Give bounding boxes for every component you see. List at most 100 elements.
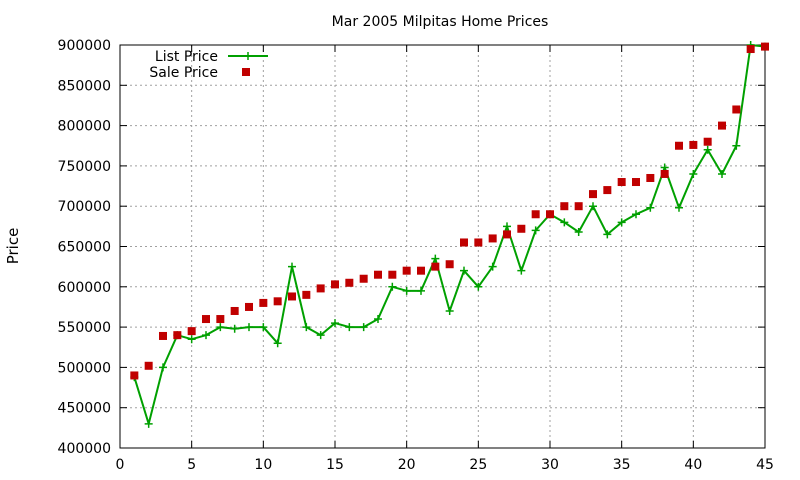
list-price-point [202, 331, 210, 340]
list-price-point [646, 203, 655, 212]
list-price-point [617, 218, 626, 227]
y-axis-label: Price [4, 228, 22, 265]
legend: List Price Sale Price [149, 49, 268, 81]
sale-price-point [503, 230, 511, 239]
sale-price-point [130, 371, 139, 380]
y-tick-label: 600000 [58, 280, 111, 296]
list-price-point [288, 262, 296, 271]
sale-price-point [187, 327, 196, 336]
sale-price-point [761, 42, 769, 51]
sale-price-point [746, 45, 755, 54]
sale-price-point [646, 173, 655, 182]
legend-label-list-price: List Price [155, 49, 218, 65]
x-tick-label: 20 [398, 457, 416, 473]
sale-price-point [660, 169, 669, 178]
sale-price-point [230, 306, 239, 315]
list-price-point [488, 262, 497, 271]
list-price-point [331, 319, 339, 328]
sale-price-point [144, 361, 153, 370]
y-tick-label: 500000 [58, 360, 111, 376]
sale-price-point [718, 121, 726, 130]
sale-price-point [159, 331, 167, 340]
sale-price-point [474, 238, 483, 247]
legend-marker-list-price [244, 52, 252, 60]
x-tick-label: 10 [254, 457, 272, 473]
list-price-point [675, 203, 683, 212]
list-price-point [589, 202, 597, 211]
sale-price-point [402, 266, 411, 275]
sale-price-point [689, 140, 698, 149]
sale-price-point [517, 224, 526, 233]
y-tick-label: 750000 [58, 159, 111, 175]
y-tick-label: 450000 [58, 401, 111, 417]
x-tick-label: 5 [187, 457, 196, 473]
sale-price-point [359, 274, 368, 283]
list-price-point [732, 141, 741, 150]
x-tick-label: 35 [613, 457, 631, 473]
list-price-point [445, 306, 454, 315]
legend-marker-sale-price [242, 68, 250, 76]
sale-price-point [417, 266, 425, 275]
list-price-point [402, 286, 411, 295]
sale-price-point [173, 331, 182, 340]
list-price-point [431, 254, 440, 263]
sale-price-point [316, 284, 325, 293]
list-price-point [187, 335, 196, 344]
x-tick-label: 30 [541, 457, 559, 473]
list-price-point [460, 266, 468, 275]
sale-price-point [431, 262, 440, 271]
list-price-point [503, 222, 511, 231]
sale-price-point [589, 190, 597, 199]
y-tick-label: 900000 [58, 38, 111, 54]
list-price-point [316, 331, 325, 340]
sale-price-point [259, 298, 268, 307]
sale-price-point [703, 137, 712, 146]
y-tick-label: 850000 [58, 78, 111, 94]
list-price-point [388, 282, 397, 291]
list-price-point [374, 315, 382, 324]
sale-price-point [245, 302, 253, 311]
axis-ticks [119, 44, 766, 449]
list-price-point [574, 227, 583, 236]
list-price-point [632, 210, 640, 219]
list-price-point [689, 169, 698, 178]
sale-price-point [388, 270, 397, 279]
sale-price-point [603, 186, 612, 195]
sale-price-point [675, 141, 683, 150]
sale-price-point [488, 234, 497, 243]
sale-price-point [345, 278, 354, 287]
sale-price-point [216, 315, 225, 324]
sale-price-point [732, 105, 741, 114]
list-price-point [245, 323, 253, 332]
x-tick-label: 25 [469, 457, 487, 473]
sale-price-point [574, 202, 583, 211]
sale-price-point [560, 202, 569, 211]
list-price-point [345, 323, 354, 332]
sale-price-point [460, 238, 468, 247]
y-tick-label: 650000 [58, 240, 111, 256]
sale-price-point [273, 297, 282, 306]
x-tick-label: 45 [756, 457, 774, 473]
sale-price-point [531, 210, 540, 219]
list-price-point [718, 169, 726, 178]
sale-price-point [202, 315, 210, 324]
sale-price-point [445, 260, 454, 269]
sale-price-point [632, 178, 640, 187]
x-tick-label: 15 [326, 457, 344, 473]
list-price-point [359, 323, 368, 332]
x-tick-label: 0 [116, 457, 125, 473]
sale-price-point [617, 178, 626, 187]
sale-price-point [302, 290, 311, 299]
x-tick-label: 40 [684, 457, 702, 473]
list-price-point [703, 145, 712, 154]
y-tick-label: 700000 [58, 199, 111, 215]
list-price-point [216, 323, 225, 332]
y-tick-label: 400000 [58, 441, 111, 457]
chart-title: Mar 2005 Milpitas Home Prices [332, 14, 549, 30]
list-price-point [273, 339, 282, 348]
x-tick-labels: 0 5 10 15 20 25 30 35 40 45 [116, 457, 774, 473]
y-tick-labels: 400000 450000 500000 550000 600000 650000 7000… [58, 38, 111, 457]
y-tick-label: 800000 [58, 119, 111, 135]
list-price-point [531, 226, 540, 235]
